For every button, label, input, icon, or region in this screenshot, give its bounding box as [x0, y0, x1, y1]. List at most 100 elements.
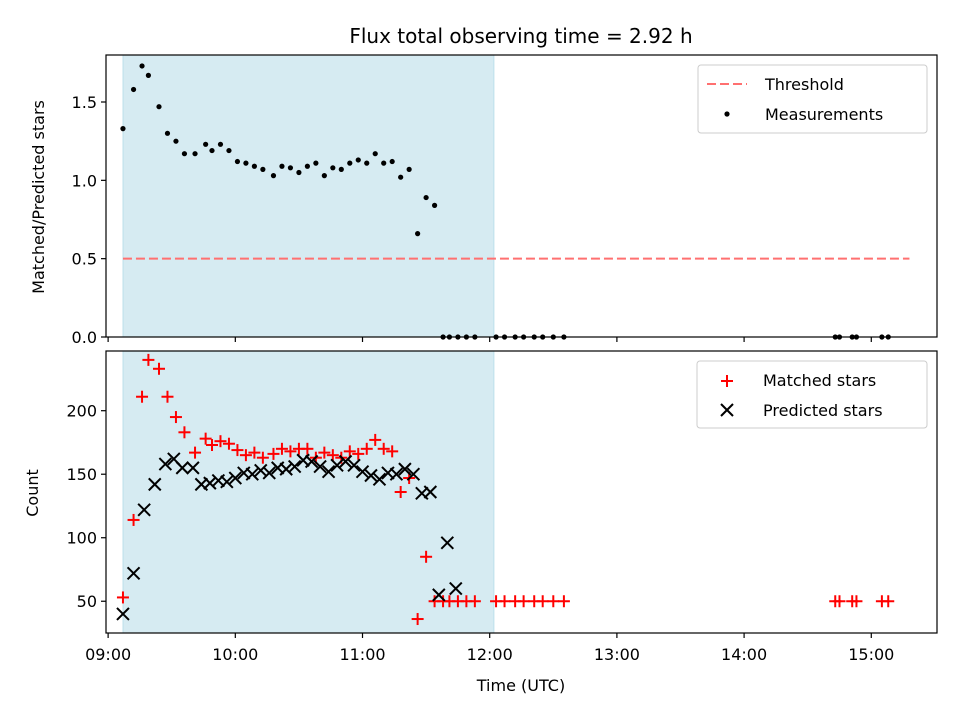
predicted-star-point [228, 471, 243, 485]
measurement-point [381, 160, 387, 166]
ratio-legend: Threshold Measurements [697, 64, 928, 134]
y-tick-label: 0.0 [72, 328, 97, 347]
y-tick-label: 1.0 [72, 171, 97, 190]
measurement-point [234, 158, 241, 165]
measurement-point [173, 138, 179, 144]
matched-star-point [882, 595, 895, 608]
predicted-star-point [262, 466, 276, 480]
ratio-panel: 0.0 0.5 1.0 1.5 Matched/Predicted stars Thr… [29, 54, 938, 347]
y-tick-label: 0.5 [72, 250, 97, 269]
matched-star-point [326, 449, 339, 462]
predicted-star-point [440, 536, 455, 550]
predicted-star-point [220, 475, 234, 489]
predicted-star-point [245, 467, 259, 481]
matched-star-point [420, 550, 433, 563]
measurement-point [347, 160, 353, 166]
x-tick-label: 14:00 [721, 645, 767, 664]
matched-star-point [850, 595, 863, 608]
predicted-star-point [287, 459, 302, 474]
measurement-point [164, 130, 171, 136]
predicted-star-point [389, 467, 404, 481]
matched-star-point [178, 426, 191, 439]
predicted-star-point [148, 477, 162, 492]
measurement-point [203, 141, 209, 147]
measurement-point [431, 202, 438, 208]
matched-star-point [116, 591, 129, 604]
predicted-star-point [432, 588, 446, 602]
measurement-point [145, 72, 151, 78]
matched-star-point [152, 362, 165, 375]
predicted-star-point [158, 457, 173, 471]
measurement-point [321, 173, 327, 179]
predicted-star-points [116, 452, 463, 621]
measurement-point [130, 86, 137, 93]
measurement-point [330, 165, 336, 171]
matched-star-point [386, 445, 399, 458]
measurement-point [209, 147, 215, 154]
x-tick-label: 13:00 [594, 645, 640, 664]
observing-window-shade [122, 350, 495, 634]
measurement-point [251, 163, 257, 169]
measurement-point [226, 147, 232, 154]
count-x-ticks: 09:00 10:00 11:00 12:00 13:00 14:00 15:00 [85, 633, 894, 664]
matched-star-point [248, 446, 261, 459]
matched-star-point [136, 390, 149, 403]
predicted-star-point [364, 468, 378, 483]
matched-star-point [517, 595, 530, 608]
matched-star-point [275, 442, 288, 455]
predicted-star-point [338, 454, 353, 469]
predicted-star-point [372, 472, 387, 487]
measurement-point [423, 194, 429, 201]
matched-star-point [222, 437, 235, 450]
predicted-star-point [313, 459, 327, 474]
y-tick-label: 150 [66, 465, 97, 484]
measurement-point [313, 160, 319, 166]
x-tick-label: 10:00 [212, 645, 258, 664]
predicted-star-point [254, 463, 268, 478]
measurement-point [120, 126, 126, 132]
ratio-y-ticks: 0.0 0.5 1.0 1.5 [72, 93, 106, 347]
x-tick-label: 15:00 [848, 645, 894, 664]
measurement-point [156, 104, 162, 110]
matched-star-point [169, 411, 182, 424]
measurement-point [260, 166, 266, 172]
legend-predicted-label: Predicted stars [763, 401, 883, 420]
matched-star-point [411, 613, 424, 626]
predicted-star-point [279, 462, 293, 476]
matched-star-point [256, 451, 269, 464]
ratio-panel-frame [105, 54, 938, 338]
legend-predicted-swatch [720, 403, 734, 417]
matched-star-point [214, 435, 227, 448]
measurement-point [389, 158, 395, 165]
matched-star-point [205, 439, 218, 451]
matched-star-point [284, 445, 297, 458]
predicted-star-point [355, 464, 370, 479]
count-legend-box [696, 360, 928, 429]
matched-star-point [536, 595, 549, 608]
legend-measurements-swatch [724, 111, 730, 117]
x-tick-label: 11:00 [339, 645, 385, 664]
matched-star-point [239, 449, 252, 462]
x-axis-label: Time (UTC) [476, 676, 565, 695]
x-tick-label: 09:00 [85, 645, 131, 664]
matched-star-point [394, 486, 407, 498]
chart-title: Flux total observing time = 2.92 h [349, 24, 692, 48]
matched-star-point [127, 513, 140, 526]
matched-star-point [142, 353, 155, 366]
predicted-star-point [449, 581, 463, 596]
measurement-point [415, 231, 421, 237]
ratio-y-axis-label: Matched/Predicted stars [29, 100, 48, 294]
measurement-point [243, 160, 249, 166]
measurement-point [296, 169, 302, 176]
y-tick-label: 1.5 [72, 93, 97, 112]
count-y-axis-label: Count [23, 469, 42, 517]
measurement-point [287, 165, 294, 171]
matched-star-point [833, 595, 846, 608]
measurement-point [139, 63, 145, 69]
matched-star-point [557, 595, 570, 608]
matched-star-point [189, 446, 202, 459]
y-tick-label: 200 [66, 402, 97, 421]
measurement-point [181, 151, 188, 157]
predicted-star-point [423, 485, 438, 499]
